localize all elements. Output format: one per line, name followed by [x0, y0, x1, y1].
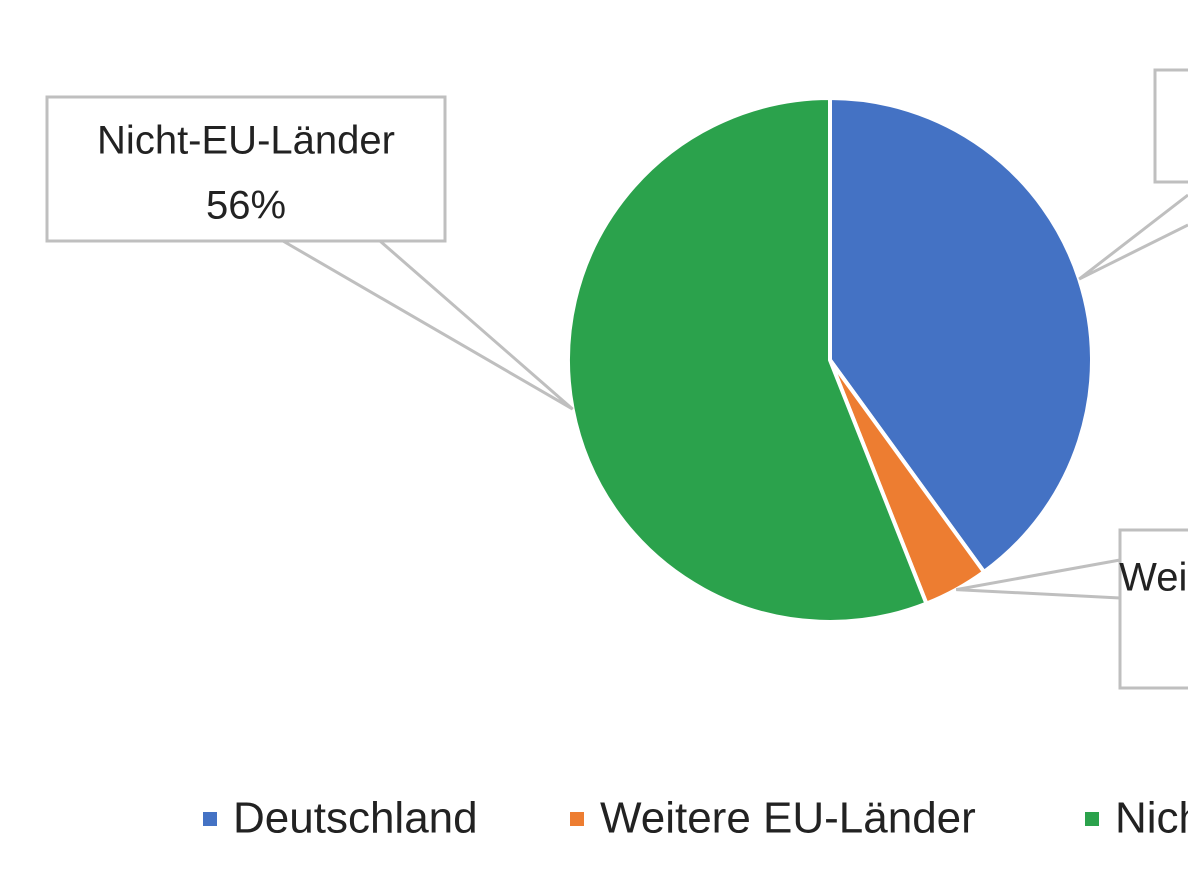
legend-label: Nicht-EU-Länder	[1115, 794, 1188, 843]
leader-line	[955, 558, 1121, 600]
legend-swatch	[570, 812, 584, 826]
leader-line	[282, 239, 574, 411]
legend-swatch	[203, 812, 217, 826]
label-box	[1118, 528, 1188, 690]
label-box	[45, 95, 447, 243]
label-box	[1153, 68, 1188, 184]
data-label-name: Nicht-EU-Länder	[97, 119, 395, 163]
leader-line	[1078, 193, 1188, 281]
data-label-value: 56%	[206, 184, 286, 228]
legend-label: Deutschland	[233, 794, 478, 843]
legend-swatch	[1085, 812, 1099, 826]
legend-label: Weitere EU-Länder	[600, 794, 976, 843]
data-label-name: Weitere EU-Länder	[1119, 556, 1188, 600]
